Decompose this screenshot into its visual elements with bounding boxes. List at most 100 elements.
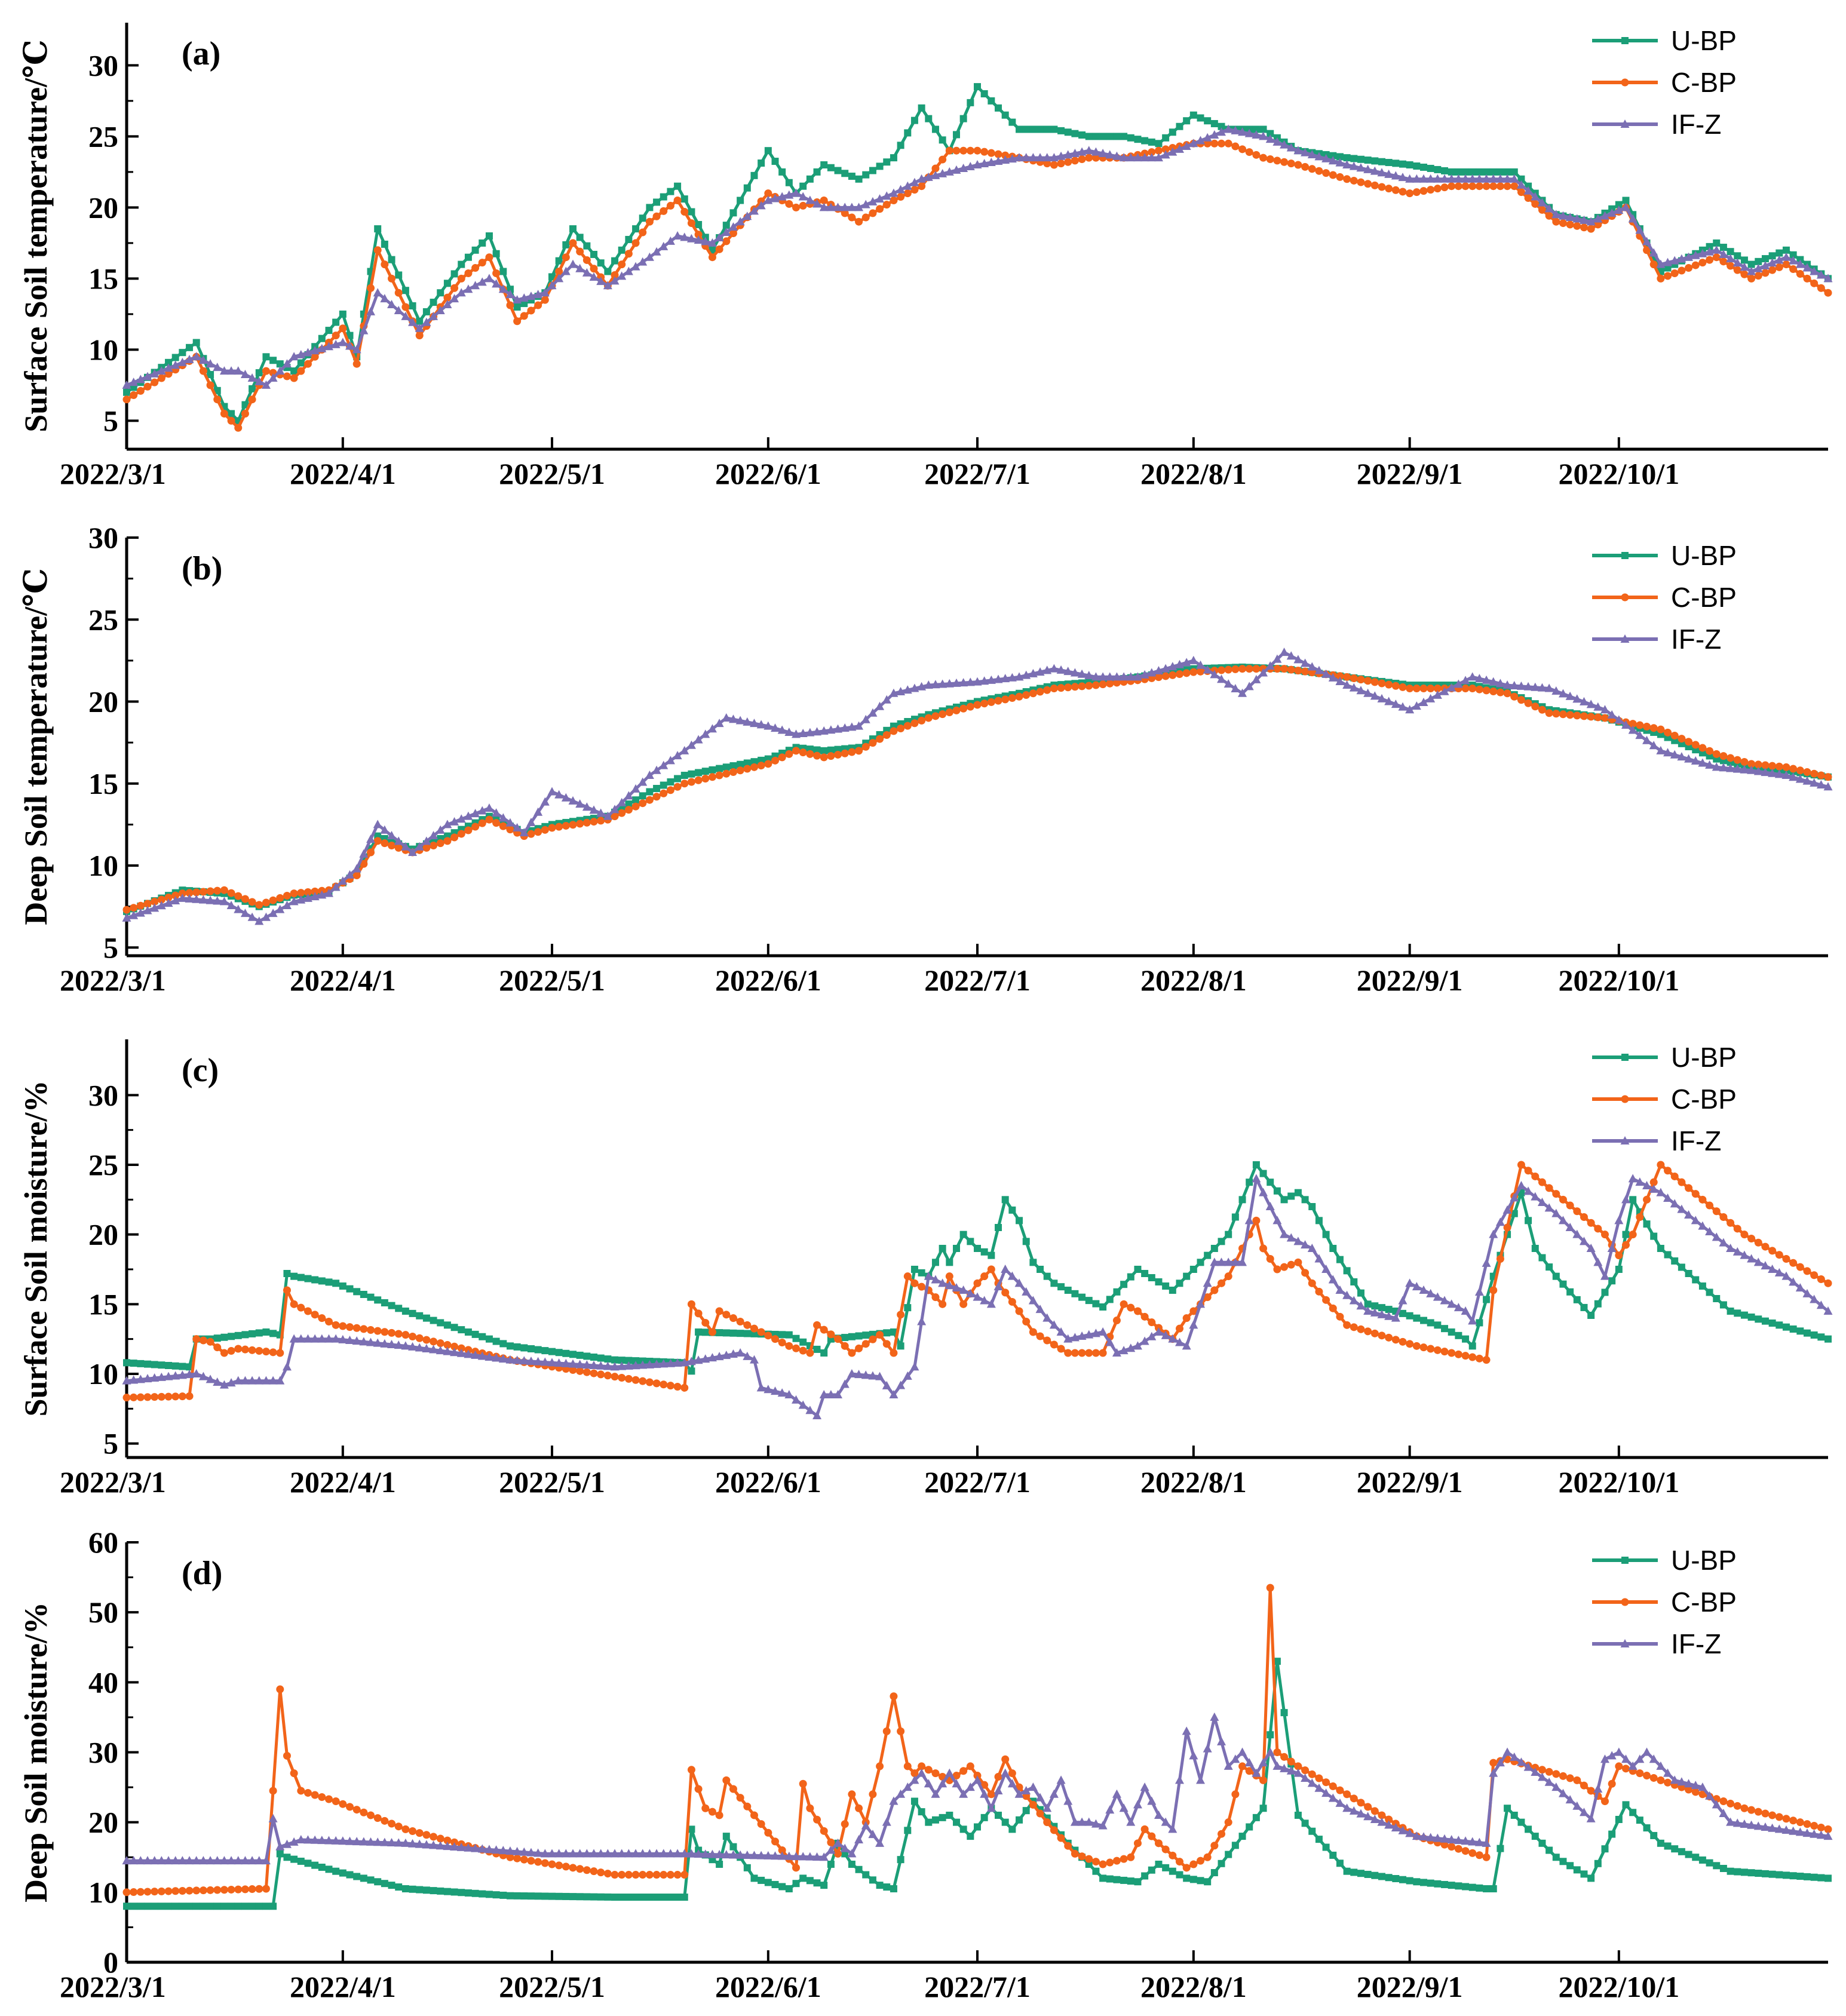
data-point [520,1855,528,1864]
data-point [192,352,201,361]
data-point [1635,1754,1645,1763]
data-point [701,729,710,738]
data-point [1363,688,1373,697]
data-point [157,1372,166,1381]
y-tick-label: 5 [103,404,118,437]
data-point [735,1850,745,1859]
data-point [1789,265,1798,274]
data-point [1727,248,1734,256]
data-point [1280,158,1289,166]
data-point [353,1873,361,1880]
data-point [1810,1294,1819,1303]
data-point [325,1278,333,1286]
data-point [331,1334,341,1343]
data-point [380,1339,390,1348]
data-point [1335,158,1345,167]
data-point [164,898,173,907]
data-point [416,1312,424,1320]
data-point [575,799,585,808]
data-point [1719,257,1728,266]
data-point [1691,261,1700,269]
data-point [1419,698,1428,707]
data-point [638,1360,648,1369]
data-point [1503,1223,1511,1232]
data-point [582,268,591,277]
data-point [1091,681,1100,689]
data-point [707,724,717,733]
data-point [861,714,870,723]
data-point [763,721,773,730]
data-point [1050,1826,1058,1834]
data-point [889,1390,899,1398]
data-point [177,1370,187,1379]
data-point [694,231,703,239]
legend-marker [1620,1639,1630,1647]
data-point [227,1885,235,1894]
data-point [813,1879,821,1887]
data-point [1294,667,1302,675]
data-point [834,167,842,174]
data-point [799,201,807,210]
data-point [1761,269,1770,277]
data-point [652,793,661,801]
data-point [352,1806,361,1814]
data-point [1433,185,1442,193]
data-point [1727,262,1735,270]
data-point [1203,1278,1212,1287]
data-point [1419,1343,1428,1352]
data-point [1014,153,1024,162]
y-axis-label: Surface Soil temperature/℃ [18,39,54,432]
data-point [715,1352,724,1361]
data-point [715,232,724,241]
data-point [1774,1824,1784,1833]
data-point [1321,1788,1331,1797]
data-point [1063,667,1073,676]
data-point [1517,1818,1525,1826]
data-point [722,1351,731,1360]
data-point [1622,1231,1630,1238]
data-point [785,1885,793,1892]
data-point [422,308,430,315]
data-point [1412,1282,1421,1291]
data-point [1670,731,1679,739]
data-point [1043,1818,1051,1827]
data-point [1510,680,1519,689]
data-point [1650,1232,1658,1240]
data-point [1301,148,1310,157]
data-point [680,1849,689,1858]
data-point [1754,1238,1762,1247]
data-point [248,898,256,906]
data-point [1315,1217,1323,1225]
data-point [1649,260,1658,269]
data-point [1294,1811,1302,1819]
data-point [219,1380,229,1389]
data-point [387,300,397,309]
data-point [1085,154,1093,162]
data-point [1217,1257,1226,1266]
data-point [812,727,822,736]
data-point [248,1346,256,1354]
data-point [1370,181,1379,189]
data-point [939,155,947,164]
data-point [1755,257,1762,265]
data-point [185,889,194,897]
y-tick-label: 15 [88,262,118,295]
data-point [1231,125,1240,134]
data-point [764,1331,772,1340]
data-point [569,239,577,247]
data-point [332,318,340,326]
data-point [632,1894,640,1901]
data-point [519,828,529,837]
data-point [130,1360,137,1367]
data-point [841,1820,849,1828]
data-point [1364,180,1372,188]
data-point [931,164,940,173]
data-point [1120,1281,1128,1288]
data-point [1733,1225,1741,1233]
data-point [283,1854,291,1861]
data-point [143,382,152,391]
data-point [1266,155,1274,163]
data-point [1733,266,1741,274]
data-point [1029,689,1037,698]
